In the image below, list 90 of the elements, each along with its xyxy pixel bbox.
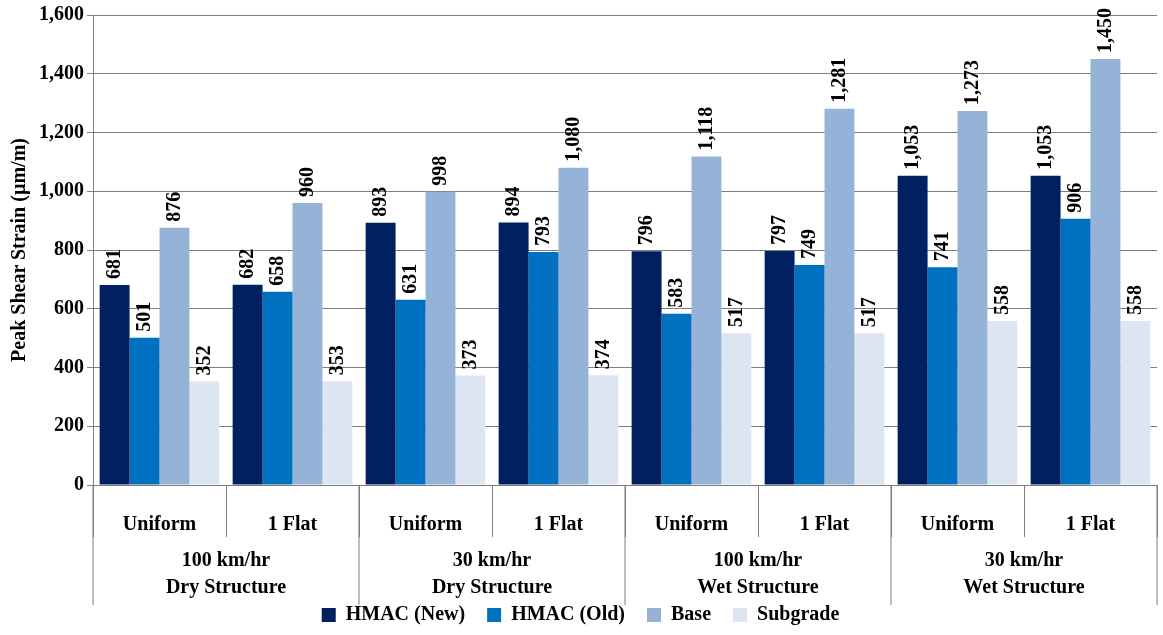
bar xyxy=(1090,59,1121,485)
bar xyxy=(1120,321,1151,485)
x-tick-label: 1 Flat xyxy=(533,512,584,535)
y-tick-label: 600 xyxy=(54,295,84,318)
data-label: 658 xyxy=(264,255,287,286)
bar xyxy=(691,156,722,485)
text: 30 km/hr Wet Structure xyxy=(963,548,1085,598)
x-tick-label: 1 Flat xyxy=(1065,512,1116,535)
data-label: 793 xyxy=(530,216,553,247)
data-label: 353 xyxy=(324,345,347,376)
y-tick-label: 800 xyxy=(54,237,84,260)
bar xyxy=(498,222,529,485)
data-label: 352 xyxy=(191,345,214,376)
data-label: 558 xyxy=(989,285,1012,316)
y-tick-label: 1,600 xyxy=(39,2,84,25)
text: 100 km/hr Wet Structure xyxy=(697,548,819,598)
bar xyxy=(455,375,486,485)
bar xyxy=(528,252,559,485)
bar xyxy=(322,381,353,485)
legend-label: HMAC (Old) xyxy=(511,602,626,626)
bar xyxy=(824,108,855,485)
bar xyxy=(395,299,426,485)
data-label: 906 xyxy=(1062,182,1085,213)
data-label: 501 xyxy=(131,301,154,332)
bar xyxy=(1030,175,1061,485)
x-tick-label: Uniform xyxy=(388,512,463,535)
text: 100 km/hr Dry Structure xyxy=(165,548,287,599)
bar xyxy=(854,333,885,485)
bar xyxy=(987,321,1018,485)
data-label: 960 xyxy=(294,167,317,197)
data-label: 1,273 xyxy=(959,60,982,106)
bar xyxy=(631,251,662,485)
data-label: 894 xyxy=(500,186,523,217)
bar xyxy=(292,203,323,485)
data-label: 741 xyxy=(929,231,952,262)
data-label: 796 xyxy=(633,215,656,246)
x-tick-label: Uniform xyxy=(920,512,995,535)
y-tick-label: 1,200 xyxy=(39,119,84,142)
data-label: 681 xyxy=(101,248,124,279)
data-label: 1,118 xyxy=(693,106,716,151)
bar xyxy=(262,291,293,485)
y-tick-label: 1,000 xyxy=(39,178,84,201)
legend-label: HMAC (New) xyxy=(345,602,466,626)
y-tick-label: 400 xyxy=(54,354,84,377)
data-label: 1,281 xyxy=(826,57,849,103)
bar xyxy=(129,337,160,485)
bar xyxy=(927,267,958,485)
bar xyxy=(558,167,589,485)
x-tick-label: Uniform xyxy=(122,512,197,535)
bar xyxy=(365,222,396,485)
data-label: 682 xyxy=(234,248,257,279)
y-tick-label: 0 xyxy=(74,472,84,495)
bar xyxy=(159,227,190,485)
data-label: 517 xyxy=(723,297,746,328)
bar xyxy=(232,284,263,485)
x-tick-label: Uniform xyxy=(654,512,729,535)
bar xyxy=(957,111,988,485)
bar xyxy=(794,264,825,485)
x-tick-label: 1 Flat xyxy=(799,512,850,535)
legend-label: Base xyxy=(671,602,712,625)
data-label: 374 xyxy=(590,339,613,370)
y-axis-title: Peak Shear Strain (µm/m) xyxy=(7,138,31,362)
y-tick-label: 200 xyxy=(54,413,84,436)
data-label: 558 xyxy=(1122,285,1145,316)
data-label: 1,053 xyxy=(1032,124,1055,170)
bar xyxy=(721,333,752,485)
bar xyxy=(1060,218,1091,485)
data-label: 749 xyxy=(796,228,819,259)
bar xyxy=(99,284,130,485)
data-label: 373 xyxy=(457,339,480,370)
data-label: 876 xyxy=(161,191,184,222)
data-label: 893 xyxy=(367,186,390,217)
data-label: 631 xyxy=(397,263,420,294)
bar xyxy=(588,375,619,485)
x-tick-label: 1 Flat xyxy=(267,512,318,535)
bar xyxy=(425,191,456,485)
data-label: 1,053 xyxy=(899,124,922,170)
bar xyxy=(764,250,795,485)
y-tick-label: 1,400 xyxy=(39,60,84,83)
text: 30 km/hr Dry Structure xyxy=(431,548,553,599)
legend-label: Subgrade xyxy=(757,602,840,626)
bar xyxy=(661,313,692,485)
data-label: 1,450 xyxy=(1092,8,1115,54)
data-label: 583 xyxy=(663,277,686,308)
data-label: 797 xyxy=(766,214,789,245)
data-label: 998 xyxy=(427,155,450,186)
data-label: 517 xyxy=(856,297,879,328)
bar xyxy=(897,175,928,485)
data-label: 1,080 xyxy=(560,116,583,162)
bar xyxy=(189,381,220,485)
